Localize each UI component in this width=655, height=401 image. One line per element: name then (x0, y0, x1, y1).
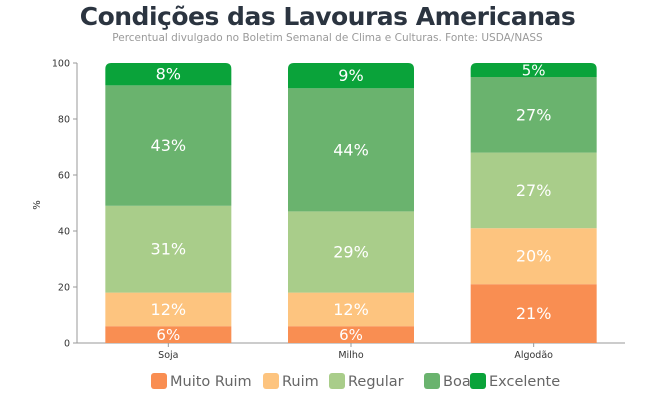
data-label: 5% (522, 62, 546, 80)
bar-segment (288, 211, 414, 293)
data-label: 6% (156, 326, 180, 344)
legend-swatch (470, 373, 486, 389)
bar-segment (470, 228, 597, 285)
bar-segment (470, 284, 597, 343)
bar-segment (470, 77, 597, 153)
bar-segment (105, 205, 232, 293)
legend-label[interactable]: Excelente (489, 374, 560, 390)
data-label: 29% (333, 243, 369, 262)
y-tick-label: 80 (58, 115, 70, 126)
bar-segment (105, 292, 232, 327)
data-label: 20% (516, 247, 552, 266)
bar-segment (105, 63, 232, 86)
y-tick-label: 0 (64, 339, 70, 350)
bar-segment (470, 152, 597, 229)
bar-segment (105, 85, 232, 206)
bar-segment (288, 63, 414, 89)
legend-swatch (329, 373, 345, 389)
bar-segment (288, 88, 414, 212)
chart-subtitle: Percentual divulgado no Boletim Semanal … (112, 32, 543, 44)
bar-segment (288, 292, 414, 327)
bar-segment (288, 326, 414, 343)
data-label: 12% (151, 300, 187, 319)
data-label: 31% (151, 240, 187, 259)
x-tick-label: Soja (158, 350, 178, 361)
data-label: 43% (151, 136, 187, 155)
data-label: 12% (333, 300, 369, 319)
y-tick-label: 40 (58, 227, 70, 238)
legend-swatch (151, 373, 167, 389)
legend-label[interactable]: Ruim (282, 374, 319, 390)
legend-label[interactable]: Regular (348, 374, 404, 390)
legend-label[interactable]: Boa (443, 374, 471, 390)
bar-segment (470, 63, 597, 77)
legend-swatch (424, 373, 440, 389)
data-label: 8% (156, 65, 181, 84)
data-label: 9% (338, 66, 363, 85)
data-label: 27% (516, 105, 552, 124)
y-tick-label: 100 (52, 59, 70, 70)
legend-label[interactable]: Muito Ruim (170, 374, 252, 390)
y-tick-label: 60 (58, 171, 70, 182)
data-label: 21% (516, 304, 552, 323)
data-label: 27% (516, 181, 552, 200)
x-tick-label: Milho (338, 350, 363, 361)
chart-title: Condições das Lavouras Americanas (79, 2, 576, 31)
data-label: 44% (333, 140, 369, 159)
bar-segment (105, 326, 232, 343)
x-tick-label: Algodão (514, 350, 553, 361)
y-axis-label: % (32, 200, 43, 210)
y-tick-label: 20 (58, 283, 70, 294)
legend-swatch (263, 373, 279, 389)
data-label: 6% (339, 326, 363, 344)
